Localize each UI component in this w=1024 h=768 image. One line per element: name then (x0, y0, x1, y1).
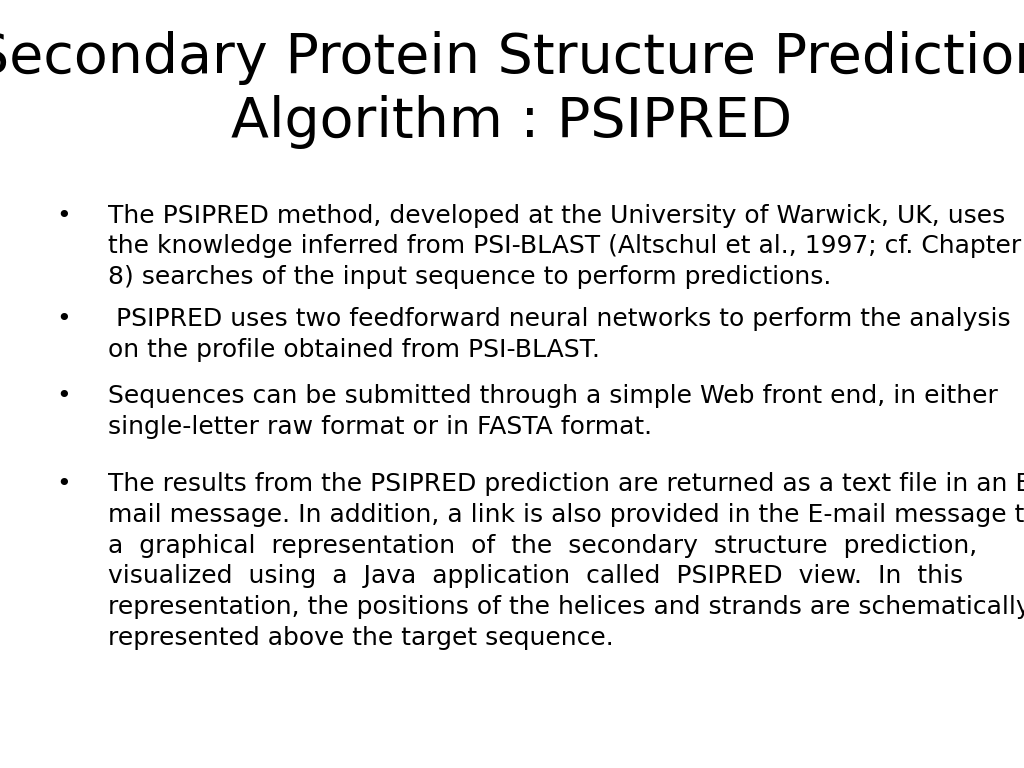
Text: PSIPRED uses two feedforward neural networks to perform the analysis
on the prof: PSIPRED uses two feedforward neural netw… (108, 307, 1010, 362)
Text: •: • (56, 384, 71, 408)
Text: The PSIPRED method, developed at the University of Warwick, UK, uses
the knowled: The PSIPRED method, developed at the Uni… (108, 204, 1021, 289)
Text: Secondary Protein Structure Prediction
Algorithm : PSIPRED: Secondary Protein Structure Prediction A… (0, 31, 1024, 149)
Text: The results from the PSIPRED prediction are returned as a text file in an E-
mai: The results from the PSIPRED prediction … (108, 472, 1024, 650)
Text: •: • (56, 204, 71, 227)
Text: •: • (56, 307, 71, 331)
Text: •: • (56, 472, 71, 496)
Text: Sequences can be submitted through a simple Web front end, in either
single-lett: Sequences can be submitted through a sim… (108, 384, 997, 439)
